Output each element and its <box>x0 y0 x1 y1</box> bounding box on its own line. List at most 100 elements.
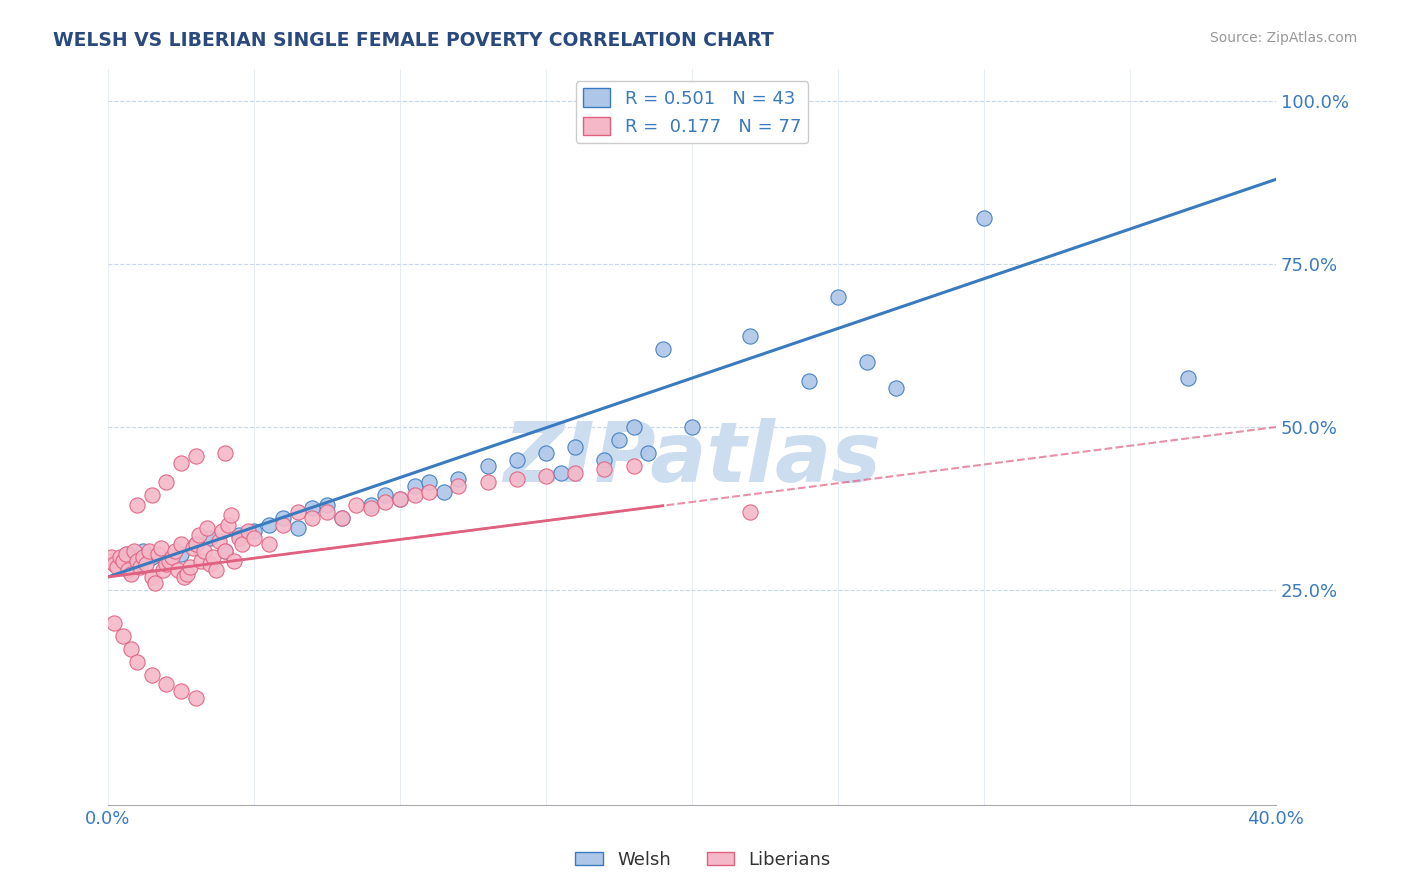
Point <box>564 466 586 480</box>
Point <box>316 498 339 512</box>
Point <box>141 488 163 502</box>
Point <box>187 527 209 541</box>
Point <box>205 563 228 577</box>
Point <box>190 554 212 568</box>
Point <box>856 355 879 369</box>
Point <box>114 547 136 561</box>
Point <box>447 472 470 486</box>
Point <box>404 478 426 492</box>
Point <box>287 521 309 535</box>
Point <box>236 524 259 539</box>
Point <box>181 541 204 555</box>
Point <box>740 505 762 519</box>
Point <box>117 547 139 561</box>
Point <box>243 531 266 545</box>
Point <box>165 544 187 558</box>
Point <box>138 544 160 558</box>
Point <box>127 498 149 512</box>
Point <box>374 488 396 502</box>
Point <box>129 560 152 574</box>
Point <box>257 537 280 551</box>
Point <box>155 554 177 568</box>
Point <box>593 462 616 476</box>
Point <box>214 446 236 460</box>
Point <box>214 544 236 558</box>
Point <box>184 450 207 464</box>
Point <box>195 521 218 535</box>
Point <box>202 550 225 565</box>
Point <box>217 517 239 532</box>
Point <box>607 433 630 447</box>
Point <box>593 452 616 467</box>
Point <box>117 563 139 577</box>
Point <box>198 557 221 571</box>
Point <box>141 667 163 681</box>
Point <box>120 566 142 581</box>
Point <box>477 459 499 474</box>
Point <box>120 641 142 656</box>
Point <box>651 342 673 356</box>
Point <box>623 420 645 434</box>
Point <box>211 524 233 539</box>
Point <box>623 459 645 474</box>
Point <box>146 547 169 561</box>
Point <box>219 508 242 522</box>
Point <box>127 655 149 669</box>
Point <box>388 491 411 506</box>
Point <box>271 511 294 525</box>
Point <box>193 544 215 558</box>
Point <box>827 290 849 304</box>
Point <box>170 547 193 561</box>
Point <box>143 576 166 591</box>
Point <box>103 615 125 630</box>
Point <box>228 531 250 545</box>
Point <box>433 485 456 500</box>
Text: ZIPatlas: ZIPatlas <box>503 418 882 500</box>
Point <box>170 684 193 698</box>
Point <box>418 485 440 500</box>
Point <box>149 541 172 555</box>
Point <box>103 557 125 571</box>
Point <box>797 375 820 389</box>
Point <box>447 478 470 492</box>
Point <box>973 211 995 226</box>
Point <box>160 550 183 565</box>
Text: WELSH VS LIBERIAN SINGLE FEMALE POVERTY CORRELATION CHART: WELSH VS LIBERIAN SINGLE FEMALE POVERTY … <box>53 31 775 50</box>
Point <box>330 511 353 525</box>
Point <box>132 550 155 565</box>
Point <box>330 511 353 525</box>
Point <box>257 517 280 532</box>
Point <box>681 420 703 434</box>
Point <box>184 537 207 551</box>
Point <box>214 544 236 558</box>
Point <box>141 570 163 584</box>
Point <box>184 537 207 551</box>
Point <box>477 475 499 490</box>
Point <box>301 501 323 516</box>
Point <box>135 557 157 571</box>
Point <box>127 557 149 571</box>
Point <box>132 544 155 558</box>
Point <box>108 550 131 565</box>
Point <box>173 570 195 584</box>
Point <box>360 498 382 512</box>
Point <box>564 440 586 454</box>
Point <box>157 554 180 568</box>
Point <box>141 550 163 565</box>
Point <box>550 466 572 480</box>
Point <box>360 501 382 516</box>
Point <box>208 534 231 549</box>
Point <box>301 511 323 525</box>
Point <box>534 469 557 483</box>
Point <box>243 524 266 539</box>
Point <box>222 554 245 568</box>
Point <box>287 505 309 519</box>
Point <box>105 560 128 574</box>
Point <box>228 527 250 541</box>
Point <box>152 563 174 577</box>
Legend: R = 0.501   N = 43, R =  0.177   N = 77: R = 0.501 N = 43, R = 0.177 N = 77 <box>576 81 808 144</box>
Point <box>506 472 529 486</box>
Point <box>231 537 253 551</box>
Point <box>176 566 198 581</box>
Legend: Welsh, Liberians: Welsh, Liberians <box>568 844 838 876</box>
